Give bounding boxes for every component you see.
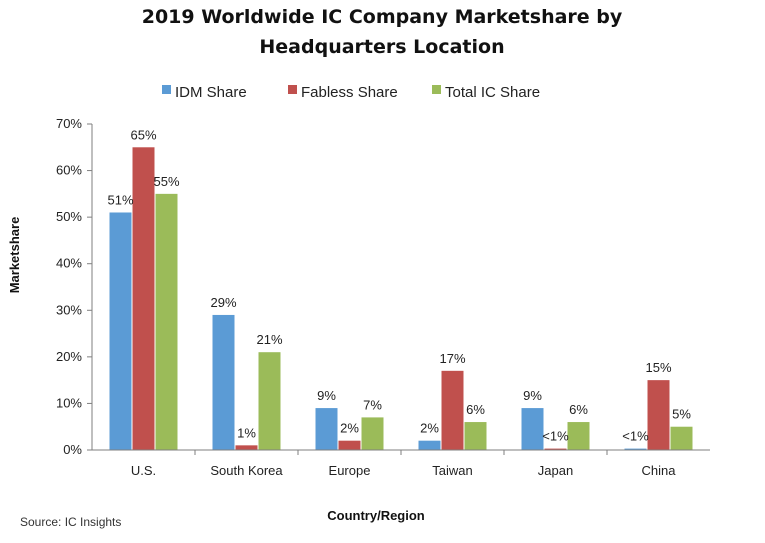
y-tick-label: 20% (56, 349, 82, 364)
x-axis-label: Country/Region (327, 508, 425, 523)
y-axis-label: Marketshare (7, 217, 22, 294)
legend-label: Total IC Share (445, 84, 540, 101)
x-category-label: South Korea (210, 463, 283, 478)
data-label: 17% (439, 351, 465, 366)
y-tick-label: 50% (56, 209, 82, 224)
y-tick-label: 10% (56, 395, 82, 410)
data-label: 15% (645, 360, 671, 375)
x-category-label: Europe (329, 463, 371, 478)
y-axis-ticks: 0% 10% 20% 30% 40% 50% 60% 70% (56, 116, 92, 457)
data-label: 7% (363, 397, 382, 412)
y-tick-label: 40% (56, 256, 82, 271)
data-label: 1% (237, 425, 256, 440)
legend-label: IDM Share (175, 84, 247, 101)
bar-total-ic-share (258, 352, 281, 450)
data-label: 2% (420, 421, 439, 436)
y-tick-label: 30% (56, 302, 82, 317)
bar-fabless-share (544, 448, 567, 450)
data-label: 6% (466, 402, 485, 417)
x-category-label: China (642, 463, 677, 478)
data-label: 65% (130, 127, 156, 142)
data-label: 5% (672, 407, 691, 422)
bar-idm-share (212, 314, 235, 450)
bar-total-ic-share (670, 426, 693, 450)
legend-swatch (432, 85, 441, 94)
bar-idm-share (315, 408, 338, 450)
x-category-label: U.S. (131, 463, 156, 478)
bar-fabless-share (132, 147, 155, 451)
x-category-label: Japan (538, 463, 573, 478)
data-label: 6% (569, 402, 588, 417)
legend-label: Fabless Share (301, 84, 398, 101)
bar-idm-share (521, 408, 544, 450)
bar-idm-share (624, 448, 647, 450)
bar-idm-share (418, 440, 441, 450)
bar-fabless-share (338, 440, 361, 450)
data-label: <1% (542, 429, 569, 444)
x-axis-categories: U.S. South Korea Europe Taiwan Japan China (131, 450, 676, 478)
y-tick-label: 60% (56, 163, 82, 178)
chart-title-line-2: Headquarters Location (259, 36, 504, 58)
data-label: 9% (317, 388, 336, 403)
legend-swatch (288, 85, 297, 94)
chart-title-line-1: 2019 Worldwide IC Company Marketshare by (142, 6, 623, 28)
bars (109, 147, 693, 451)
legend: IDM Share Fabless Share Total IC Share (162, 84, 540, 101)
bar-fabless-share (235, 445, 258, 450)
data-label: 9% (523, 388, 542, 403)
bar-total-ic-share (361, 417, 384, 450)
data-label: 29% (210, 295, 236, 310)
data-label: <1% (622, 429, 649, 444)
y-tick-label: 70% (56, 116, 82, 131)
x-category-label: Taiwan (432, 463, 472, 478)
y-tick-label: 0% (63, 442, 82, 457)
bar-fabless-share (441, 370, 464, 450)
bar-idm-share (109, 212, 132, 450)
bar-total-ic-share (567, 422, 590, 450)
data-label: 55% (153, 174, 179, 189)
source-note: Source: IC Insights (20, 515, 121, 529)
bar-total-ic-share (464, 422, 487, 450)
data-label: 2% (340, 421, 359, 436)
data-label: 51% (107, 192, 133, 207)
bar-fabless-share (647, 380, 670, 450)
data-labels: 51%65%55%29%1%21%9%2%7%2%17%6%9%<1%6%<1%… (107, 127, 691, 443)
data-label: 21% (256, 332, 282, 347)
bar-total-ic-share (155, 193, 178, 450)
legend-swatch (162, 85, 171, 94)
